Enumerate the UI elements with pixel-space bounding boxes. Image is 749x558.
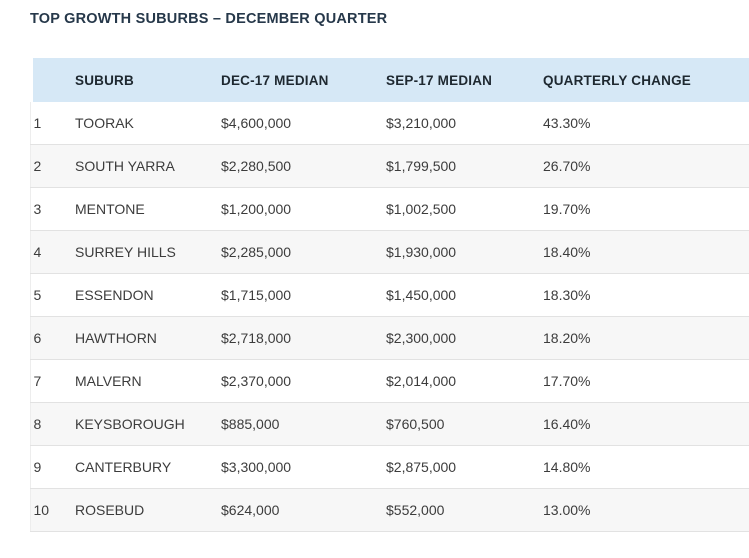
cell-change: 17.70% bbox=[543, 359, 749, 403]
cell-dec17: $1,715,000 bbox=[221, 273, 386, 317]
column-header-suburb: SUBURB bbox=[75, 58, 221, 102]
cell-sep17: $2,875,000 bbox=[386, 445, 543, 489]
cell-sep17: $2,014,000 bbox=[386, 359, 543, 403]
cell-suburb: HAWTHORN bbox=[75, 316, 221, 360]
cell-change: 26.70% bbox=[543, 144, 749, 188]
table-row: 5 ESSENDON $1,715,000 $1,450,000 18.30% bbox=[29, 273, 749, 317]
cell-suburb: CANTERBURY bbox=[75, 445, 221, 489]
cell-dec17: $2,718,000 bbox=[221, 316, 386, 360]
cell-sep17: $1,930,000 bbox=[386, 230, 543, 274]
cell-change: 13.00% bbox=[543, 488, 749, 532]
cell-change: 14.80% bbox=[543, 445, 749, 489]
table-row: 10 ROSEBUD $624,000 $552,000 13.00% bbox=[29, 488, 749, 532]
cell-sep17: $1,002,500 bbox=[386, 187, 543, 231]
cell-rank: 1 bbox=[29, 102, 75, 145]
cell-change: 19.70% bbox=[543, 187, 749, 231]
cell-dec17: $885,000 bbox=[221, 402, 386, 446]
cell-rank: 7 bbox=[29, 359, 75, 403]
cell-sep17: $760,500 bbox=[386, 402, 543, 446]
table-row: 9 CANTERBURY $3,300,000 $2,875,000 14.80% bbox=[29, 445, 749, 489]
cell-change: 18.30% bbox=[543, 273, 749, 317]
cell-suburb: MALVERN bbox=[75, 359, 221, 403]
cell-rank: 8 bbox=[29, 402, 75, 446]
table-header-row: SUBURB DEC-17 MEDIAN SEP-17 MEDIAN QUART… bbox=[27, 58, 749, 102]
column-header-quarterly-change: QUARTERLY CHANGE bbox=[543, 58, 749, 102]
cell-rank: 4 bbox=[29, 230, 75, 274]
cell-suburb: ESSENDON bbox=[75, 273, 221, 317]
cell-dec17: $624,000 bbox=[221, 488, 386, 532]
cell-rank: 9 bbox=[29, 445, 75, 489]
column-header-rank bbox=[27, 58, 75, 102]
column-header-dec17-median: DEC-17 MEDIAN bbox=[221, 58, 386, 102]
page-title: TOP GROWTH SUBURBS – DECEMBER QUARTER bbox=[30, 11, 388, 27]
cell-rank: 10 bbox=[29, 488, 75, 532]
table-row: 1 TOORAK $4,600,000 $3,210,000 43.30% bbox=[29, 102, 749, 145]
cell-sep17: $552,000 bbox=[386, 488, 543, 532]
cell-suburb: SURREY HILLS bbox=[75, 230, 221, 274]
cell-dec17: $2,285,000 bbox=[221, 230, 386, 274]
table-row: 4 SURREY HILLS $2,285,000 $1,930,000 18.40% bbox=[29, 230, 749, 274]
cell-dec17: $1,200,000 bbox=[221, 187, 386, 231]
cell-dec17: $3,300,000 bbox=[221, 445, 386, 489]
cell-suburb: TOORAK bbox=[75, 102, 221, 145]
cell-rank: 2 bbox=[29, 144, 75, 188]
table-row: 2 SOUTH YARRA $2,280,500 $1,799,500 26.70% bbox=[29, 144, 749, 188]
cell-rank: 6 bbox=[29, 316, 75, 360]
table-body: 1 TOORAK $4,600,000 $3,210,000 43.30% 2 SOUTH … bbox=[29, 102, 749, 532]
table-header: SUBURB DEC-17 MEDIAN SEP-17 MEDIAN QUART… bbox=[27, 58, 749, 102]
table-row: 6 HAWTHORN $2,718,000 $2,300,000 18.20% bbox=[29, 316, 749, 360]
cell-suburb: SOUTH YARRA bbox=[75, 144, 221, 188]
cell-suburb: MENTONE bbox=[75, 187, 221, 231]
cell-change: 18.20% bbox=[543, 316, 749, 360]
table-row: 7 MALVERN $2,370,000 $2,014,000 17.70% bbox=[29, 359, 749, 403]
cell-dec17: $2,280,500 bbox=[221, 144, 386, 188]
cell-change: 43.30% bbox=[543, 102, 749, 145]
growth-suburbs-table: SUBURB DEC-17 MEDIAN SEP-17 MEDIAN QUART… bbox=[27, 58, 749, 532]
cell-suburb: ROSEBUD bbox=[75, 488, 221, 532]
cell-dec17: $4,600,000 bbox=[221, 102, 386, 145]
column-header-sep17-median: SEP-17 MEDIAN bbox=[386, 58, 543, 102]
cell-suburb: KEYSBOROUGH bbox=[75, 402, 221, 446]
cell-change: 16.40% bbox=[543, 402, 749, 446]
table-row: 8 KEYSBOROUGH $885,000 $760,500 16.40% bbox=[29, 402, 749, 446]
cell-sep17: $1,799,500 bbox=[386, 144, 543, 188]
cell-dec17: $2,370,000 bbox=[221, 359, 386, 403]
table-row: 3 MENTONE $1,200,000 $1,002,500 19.70% bbox=[29, 187, 749, 231]
cell-sep17: $1,450,000 bbox=[386, 273, 543, 317]
cell-sep17: $2,300,000 bbox=[386, 316, 543, 360]
cell-rank: 5 bbox=[29, 273, 75, 317]
cell-sep17: $3,210,000 bbox=[386, 102, 543, 145]
cell-rank: 3 bbox=[29, 187, 75, 231]
cell-change: 18.40% bbox=[543, 230, 749, 274]
